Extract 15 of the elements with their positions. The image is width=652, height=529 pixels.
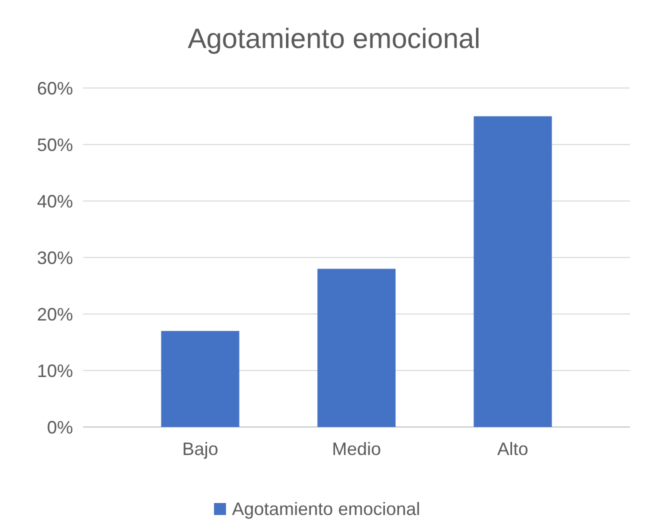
legend-label: Agotamiento emocional (232, 499, 420, 519)
x-tick-label: Alto (497, 439, 528, 459)
chart-title: Agotamiento emocional (188, 23, 480, 54)
y-tick-label: 40% (36, 191, 73, 212)
y-tick-label: 20% (36, 304, 73, 324)
x-tick-label: Medio (332, 439, 382, 459)
x-tick-label: Bajo (182, 439, 218, 459)
bar (317, 268, 396, 427)
y-tick-label: 50% (36, 134, 73, 155)
y-tick-label: 60% (36, 78, 73, 98)
y-tick-label: 30% (36, 248, 73, 268)
bar (474, 116, 552, 427)
y-tick-label: 10% (36, 360, 73, 381)
bar (161, 330, 240, 427)
y-tick-label: 0% (46, 417, 73, 438)
